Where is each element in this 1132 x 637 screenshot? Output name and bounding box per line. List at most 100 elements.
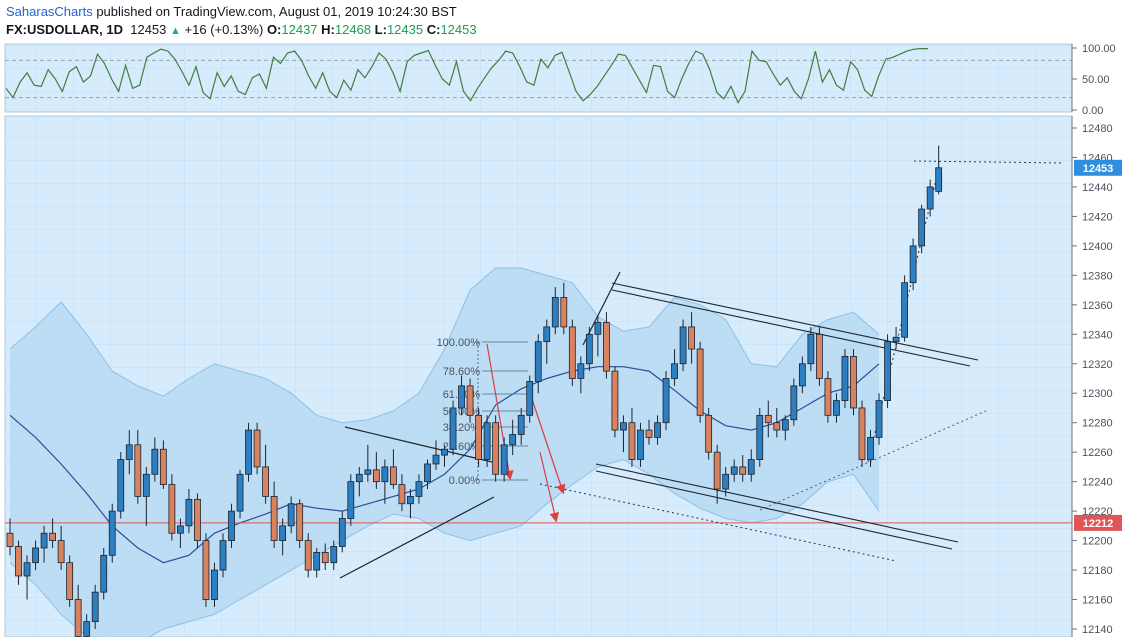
candle-body (168, 484, 176, 534)
candle-body (841, 355, 849, 402)
low-label: L: (374, 22, 387, 37)
candle-body (594, 322, 602, 335)
price-tick-label: 12240 (1082, 477, 1113, 489)
candle-body (585, 333, 593, 365)
candle-body (389, 466, 397, 485)
last-price: 12453 (130, 22, 167, 37)
dotted-support-trendline[interactable] (759, 409, 989, 511)
candle-body (696, 348, 704, 416)
candle-body (372, 469, 380, 483)
candle-body (543, 326, 551, 343)
candle-body (909, 245, 917, 284)
triangle-lower-trendline[interactable] (339, 496, 495, 579)
channel-bottom-line-b[interactable] (595, 470, 953, 550)
candle-body (66, 562, 74, 600)
channel-top-line-b[interactable] (611, 289, 971, 367)
candle-body (534, 341, 542, 382)
candle-body (807, 333, 815, 365)
hline-price-tag: 12212 (1074, 514, 1122, 531)
bollinger-lower-line (9, 458, 880, 637)
candle-body (773, 422, 781, 431)
candle-body (91, 591, 99, 623)
triangle-upper-trendline[interactable] (344, 426, 493, 463)
candle-body (49, 532, 56, 541)
candle-body (100, 554, 108, 593)
candle-body (798, 363, 806, 387)
candle-body (875, 400, 883, 438)
open-value: 12437 (281, 22, 318, 37)
price-axis-bg (1072, 116, 1132, 637)
author-name[interactable]: SaharasCharts (6, 4, 93, 19)
price-tick-label: 12360 (1082, 300, 1113, 312)
candle-body (662, 378, 670, 424)
price-tick-label: 12480 (1082, 123, 1113, 135)
drop-arrow-3[interactable] (539, 451, 560, 523)
candle-body (236, 473, 244, 512)
osc-tick-label: 0.00 (1082, 105, 1103, 117)
price-tick-label: 12380 (1082, 270, 1113, 282)
candle-body (313, 551, 321, 571)
candle-body (517, 414, 525, 435)
candle-body (739, 466, 747, 475)
publish-info: SaharasCharts published on TradingView.c… (6, 4, 457, 19)
close-value: 12453 (440, 22, 477, 37)
candle-body (6, 532, 14, 547)
candle-body (287, 503, 295, 527)
price-tick-label: 12300 (1082, 388, 1113, 400)
fib-level-label: 0.00% (449, 475, 480, 487)
low-value: 12435 (386, 22, 424, 37)
candle-body (892, 336, 900, 343)
candle-body (645, 429, 653, 438)
candle-body (83, 621, 91, 637)
candle-body (304, 540, 312, 571)
candle-body (611, 370, 619, 431)
candle-body (407, 495, 414, 505)
candle-body (381, 466, 389, 483)
candle-body (628, 422, 636, 460)
osc-tick-label: 100.00 (1082, 43, 1116, 55)
candle-body (781, 419, 789, 431)
trend-drawings[interactable] (339, 160, 1065, 579)
candle-body (176, 525, 184, 534)
candle-body (764, 414, 772, 424)
open-label: O: (266, 22, 282, 37)
candle-body (790, 385, 798, 421)
high-value: 12468 (334, 22, 372, 37)
candle-body (850, 355, 857, 409)
price-tick-label: 12340 (1082, 329, 1113, 341)
price-tick-label: 12400 (1082, 241, 1113, 253)
candle-body (279, 525, 287, 541)
triangle-up-icon: ▲ (170, 25, 181, 37)
candle-body (364, 469, 372, 475)
candle-body (347, 481, 355, 519)
candle-body (603, 322, 610, 372)
price-tick-label: 12200 (1082, 536, 1113, 548)
candle-body (884, 341, 891, 402)
candle-body (568, 326, 576, 379)
candle-body (330, 546, 338, 564)
candle-body (40, 532, 48, 549)
candle-body (432, 454, 440, 465)
candle-body (321, 551, 329, 564)
candle-body (211, 569, 218, 600)
candle-body (151, 448, 159, 475)
channel-top-line-a[interactable] (611, 282, 979, 361)
channel-bottom-line-a[interactable] (595, 463, 959, 543)
candle-body (245, 429, 252, 475)
candle-body (620, 422, 627, 431)
candle-body (125, 444, 133, 460)
candle-body (867, 437, 874, 460)
candle-body (926, 186, 934, 210)
price-tick-label: 12440 (1082, 182, 1113, 194)
oscillator-axis: 100.00 50.00 0.00 (1072, 43, 1116, 117)
price-change: +16 (+0.13%) (184, 22, 264, 37)
candle-body (824, 378, 832, 416)
dotted-projection-line[interactable] (539, 483, 897, 562)
price-axis[interactable]: 1248012460124401242012400123801236012340… (1072, 123, 1113, 636)
candle-body (449, 407, 457, 450)
oscillator-line (5, 47, 928, 104)
price-tick-label: 12280 (1082, 418, 1113, 430)
candle-body (194, 498, 201, 541)
candle-body (15, 546, 22, 577)
